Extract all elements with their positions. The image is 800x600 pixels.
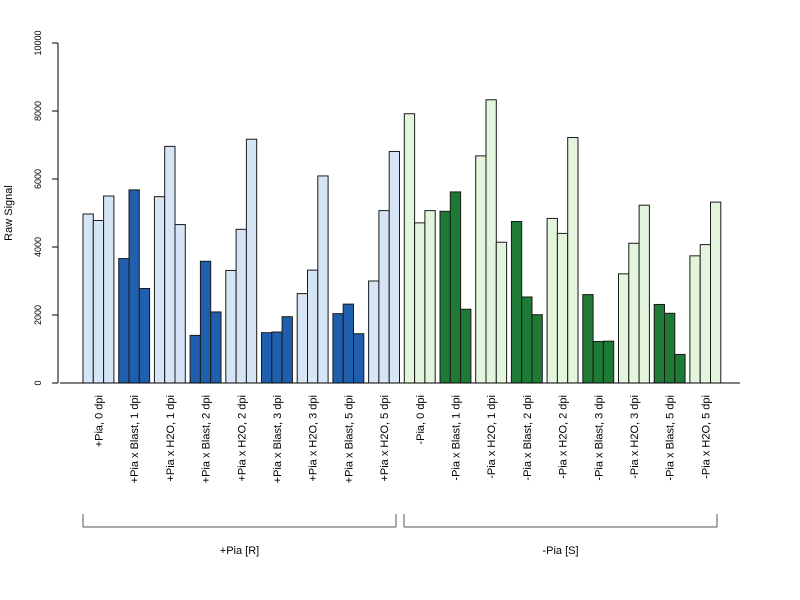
category-label: -Pia x H2O, 1 dpi xyxy=(486,395,498,479)
bar xyxy=(449,191,462,384)
bar xyxy=(689,255,701,384)
y-axis-title: Raw Signal xyxy=(3,185,15,241)
bar xyxy=(653,303,666,384)
bar xyxy=(225,269,237,384)
y-tick-label: 2000 xyxy=(33,305,43,325)
bar xyxy=(296,293,309,384)
bar xyxy=(199,260,212,384)
bar xyxy=(317,175,329,384)
bars xyxy=(82,99,722,384)
bar xyxy=(699,244,712,384)
category-label: +Pia x Blast, 3 dpi xyxy=(272,395,284,483)
bar xyxy=(138,287,151,384)
bar xyxy=(103,195,115,384)
y-axis: 0 2000 4000 6000 8000 10000 xyxy=(33,30,59,386)
bar xyxy=(521,296,533,384)
category-label: +Pia x Blast, 5 dpi xyxy=(343,395,355,483)
category-label: -Pia x Blast, 5 dpi xyxy=(665,395,677,481)
category-label: -Pia x Blast, 3 dpi xyxy=(593,395,605,481)
bar xyxy=(592,341,604,384)
bar xyxy=(628,242,640,384)
bar xyxy=(475,155,487,384)
category-label: +Pia x Blast, 1 dpi xyxy=(129,395,141,483)
bar xyxy=(414,222,426,384)
category-label: -Pia, 0 dpi xyxy=(415,395,427,445)
category-label: +Pia x H2O, 5 dpi xyxy=(379,395,391,482)
bar xyxy=(602,340,615,384)
bar xyxy=(189,334,201,384)
group-label: -Pia [S] xyxy=(542,545,578,557)
bar xyxy=(281,316,293,384)
category-label: +Pia x Blast, 2 dpi xyxy=(201,395,213,483)
category-label: +Pia x H2O, 2 dpi xyxy=(236,395,248,482)
category-labels: +Pia, 0 dpi +Pia x Blast, 1 dpi +Pia x H2O… xyxy=(93,395,712,483)
category-label: +Pia x H2O, 3 dpi xyxy=(308,395,320,482)
bar xyxy=(368,280,380,384)
y-tick-label: 6000 xyxy=(33,169,43,189)
bar xyxy=(164,145,176,384)
bar xyxy=(546,217,558,384)
category-label: +Pia x H2O, 1 dpi xyxy=(165,395,177,482)
bar xyxy=(174,224,186,384)
bar xyxy=(495,241,508,384)
bar xyxy=(235,228,247,384)
bar xyxy=(403,113,416,384)
bar xyxy=(638,204,650,384)
bar xyxy=(674,353,686,384)
bar xyxy=(388,150,401,384)
bar xyxy=(618,273,630,384)
category-label: +Pia, 0 dpi xyxy=(93,395,105,447)
bar xyxy=(118,258,130,384)
bar xyxy=(245,138,258,384)
y-tick-label: 0 xyxy=(33,380,43,385)
bar xyxy=(460,308,472,384)
group-brackets: +Pia [R] -Pia [S] xyxy=(82,514,718,557)
category-label: -Pia x Blast, 2 dpi xyxy=(522,395,534,481)
category-label: -Pia x H2O, 3 dpi xyxy=(629,395,641,479)
bar xyxy=(424,210,436,384)
bar xyxy=(92,219,105,384)
bar xyxy=(210,311,222,384)
y-tick-label: 4000 xyxy=(33,237,43,257)
y-tick-label: 10000 xyxy=(33,30,43,55)
bar xyxy=(342,303,355,384)
category-label: -Pia x H2O, 2 dpi xyxy=(558,395,570,479)
bar xyxy=(531,314,543,384)
bar xyxy=(556,232,569,384)
y-tick-label: 8000 xyxy=(33,101,43,121)
bar xyxy=(378,210,390,384)
category-label: -Pia x H2O, 5 dpi xyxy=(700,395,712,479)
bar xyxy=(82,213,94,384)
category-label: -Pia x Blast, 1 dpi xyxy=(450,395,462,481)
bar xyxy=(353,333,365,384)
bar xyxy=(510,221,523,384)
bar xyxy=(710,201,722,384)
bar xyxy=(153,196,166,384)
bar xyxy=(128,189,140,384)
bar xyxy=(271,331,283,384)
bar xyxy=(582,294,594,384)
bar xyxy=(261,332,273,384)
group-label: +Pia [R] xyxy=(220,545,259,557)
bar xyxy=(307,269,319,384)
bar xyxy=(664,312,676,384)
bar xyxy=(567,137,579,384)
bar xyxy=(332,313,344,384)
bar xyxy=(439,210,451,384)
bar xyxy=(485,99,497,384)
